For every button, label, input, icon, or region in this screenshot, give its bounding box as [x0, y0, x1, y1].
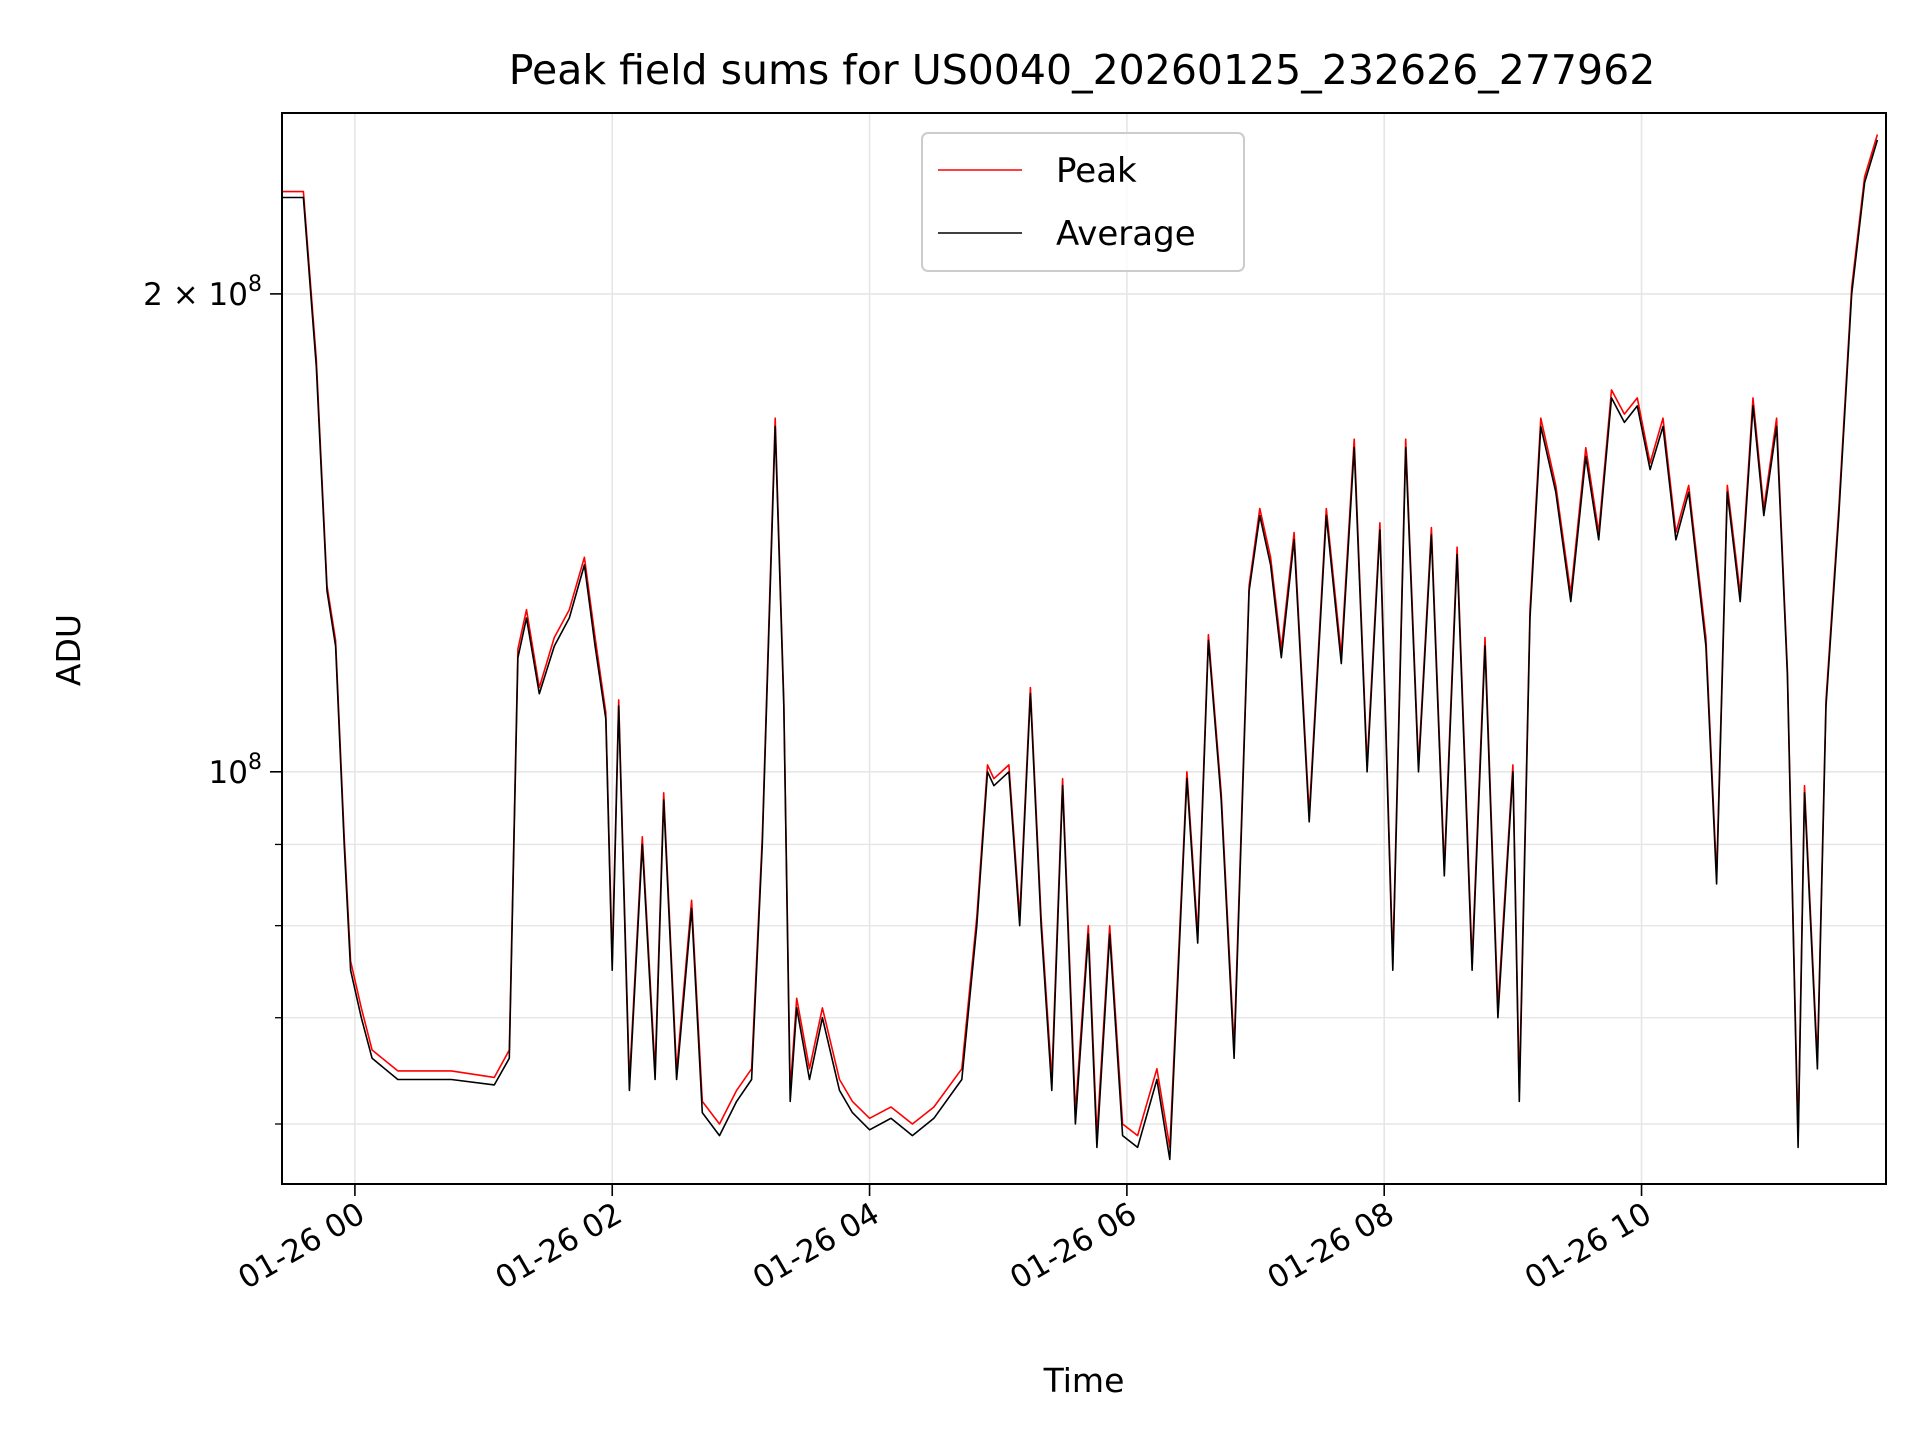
x-tick-label: 01-26 04	[747, 1196, 886, 1297]
x-axis: 01-26 00 01-26 02 01-26 04 01-26 06 01-26 08…	[232, 1184, 1658, 1297]
legend: Peak Average	[921, 132, 1245, 272]
y-tick-label: 2 × 108	[143, 272, 262, 313]
y-tick-exponent: 8	[248, 272, 262, 297]
series-layer	[282, 134, 1879, 1161]
y-tick-label: 108	[209, 750, 262, 791]
chart-title: Peak field sums for US0040_20260125_2326…	[509, 46, 1656, 94]
x-tick-label: 01-26 10	[1519, 1196, 1658, 1297]
y-tick-mantissa: 2 ×	[143, 277, 208, 313]
legend-box	[921, 132, 1245, 272]
x-axis-label: Time	[1043, 1361, 1125, 1400]
y-axis-label: ADU	[49, 614, 88, 686]
y-tick-exponent: 8	[248, 750, 262, 775]
y-tick-base: 10	[209, 755, 248, 791]
plot-frame	[281, 112, 1887, 1185]
y-tick-base: 10	[209, 277, 248, 313]
series-line-average	[282, 139, 1879, 1161]
x-tick-label: 01-26 02	[490, 1196, 629, 1297]
legend-label-peak: Peak	[1056, 151, 1137, 191]
x-tick-label: 01-26 00	[232, 1196, 371, 1297]
x-tick-label: 01-26 06	[1004, 1196, 1143, 1297]
legend-label-average: Average	[1056, 214, 1196, 254]
grid-lines	[282, 113, 1886, 1184]
x-tick-label: 01-26 08	[1261, 1196, 1400, 1297]
